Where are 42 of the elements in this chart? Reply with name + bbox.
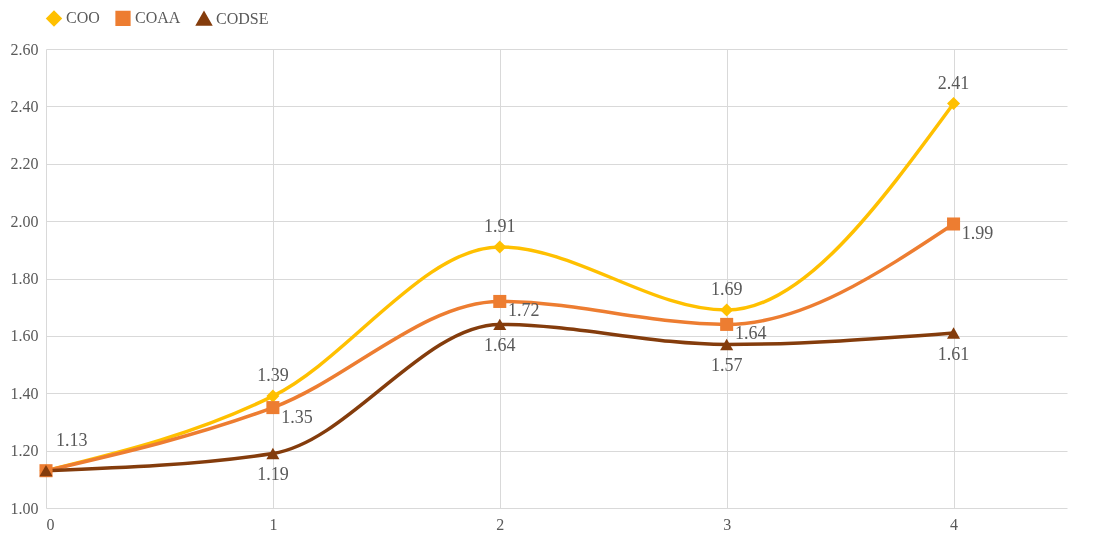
legend-label: COAA (135, 9, 181, 27)
y-tick-label: 2.60 (10, 40, 39, 58)
point (947, 217, 961, 231)
x-tick-label: 3 (723, 515, 732, 533)
y-tick-label: 1.00 (10, 499, 39, 517)
y-tick-label: 2.20 (10, 155, 39, 173)
point (720, 338, 734, 351)
data-label: 1.35 (281, 406, 313, 427)
data-label: 1.99 (961, 222, 994, 243)
data-label: 1.72 (508, 300, 540, 321)
point (266, 389, 280, 403)
data-label: 1.39 (257, 365, 289, 386)
y-tick-label: 1.80 (10, 270, 39, 287)
point (720, 317, 734, 331)
point (266, 447, 280, 460)
data-label: 1.64 (734, 323, 767, 344)
y-tick-label: 2.00 (10, 212, 39, 230)
y-tick-label: 1.20 (10, 442, 39, 460)
data-label: 1.19 (257, 464, 289, 485)
point (720, 303, 734, 317)
legend-label: COO (66, 9, 100, 27)
point (266, 401, 280, 415)
y-tick-label: 1.60 (10, 327, 39, 345)
y-tick-label: 2.40 (10, 97, 39, 115)
x-tick-label: 0 (46, 515, 55, 533)
data-label: 1.91 (484, 215, 516, 236)
data-label: 1.61 (937, 344, 970, 365)
point (493, 294, 507, 308)
point (493, 240, 507, 254)
x-tick-label: 4 (950, 515, 959, 533)
data-label: 1.57 (710, 355, 743, 376)
data-label: 1.13 (56, 429, 88, 450)
point (947, 96, 961, 111)
legend-label: CODSE (216, 9, 269, 27)
point (947, 327, 961, 339)
data-label: 2.41 (937, 72, 970, 93)
x-tick-label: 1 (269, 515, 278, 533)
data-label: 1.64 (484, 335, 516, 356)
x-tick-label: 2 (496, 515, 505, 533)
y-tick-label: 1.40 (10, 384, 39, 402)
data-label: 1.69 (710, 279, 743, 300)
point (493, 318, 507, 331)
